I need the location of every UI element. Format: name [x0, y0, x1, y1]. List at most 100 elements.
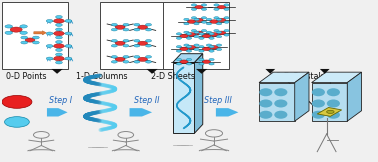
Circle shape [201, 29, 207, 32]
Circle shape [54, 56, 64, 61]
Circle shape [214, 21, 219, 23]
Circle shape [201, 21, 207, 23]
Circle shape [199, 50, 204, 52]
Circle shape [56, 49, 62, 52]
Circle shape [194, 35, 199, 38]
Circle shape [56, 23, 62, 26]
Circle shape [2, 95, 32, 108]
Circle shape [191, 4, 197, 6]
Circle shape [186, 33, 192, 35]
Circle shape [201, 4, 207, 6]
Circle shape [224, 17, 229, 19]
Circle shape [54, 44, 64, 48]
Circle shape [217, 48, 222, 51]
Circle shape [194, 31, 199, 33]
Circle shape [54, 19, 64, 23]
Circle shape [202, 47, 211, 51]
Bar [163, 2, 229, 69]
Ellipse shape [259, 99, 273, 108]
Circle shape [184, 48, 189, 51]
Polygon shape [259, 72, 309, 83]
Circle shape [191, 34, 197, 36]
Circle shape [191, 21, 197, 23]
Circle shape [209, 63, 214, 65]
Circle shape [201, 17, 207, 19]
Circle shape [199, 63, 204, 65]
Circle shape [146, 45, 152, 47]
Circle shape [201, 34, 207, 36]
Circle shape [46, 45, 53, 47]
Text: 1-D Columns: 1-D Columns [76, 72, 127, 81]
Circle shape [186, 50, 192, 52]
Circle shape [191, 17, 197, 19]
Circle shape [187, 20, 195, 23]
Circle shape [184, 23, 189, 25]
Circle shape [123, 61, 129, 63]
Ellipse shape [259, 111, 273, 119]
Circle shape [56, 28, 62, 31]
Circle shape [195, 5, 203, 9]
Circle shape [194, 48, 199, 51]
Circle shape [123, 45, 129, 47]
Circle shape [214, 17, 219, 19]
Circle shape [180, 60, 188, 64]
Circle shape [134, 23, 140, 26]
Circle shape [201, 8, 207, 10]
Circle shape [214, 34, 219, 36]
Circle shape [214, 29, 219, 32]
Circle shape [214, 8, 219, 10]
Circle shape [186, 37, 192, 39]
Ellipse shape [274, 88, 287, 96]
Circle shape [217, 31, 222, 33]
Circle shape [20, 25, 27, 28]
Circle shape [134, 61, 140, 63]
Circle shape [186, 58, 192, 61]
Circle shape [56, 40, 62, 43]
Circle shape [206, 18, 212, 21]
Circle shape [138, 57, 147, 61]
Ellipse shape [327, 99, 340, 108]
Circle shape [123, 23, 129, 26]
Polygon shape [196, 69, 207, 74]
Circle shape [209, 50, 214, 52]
Circle shape [146, 56, 152, 58]
Circle shape [138, 41, 147, 45]
Circle shape [21, 36, 28, 39]
Circle shape [115, 25, 125, 29]
Circle shape [111, 40, 117, 42]
Text: 3-D Crystals: 3-D Crystals [276, 72, 325, 81]
Polygon shape [146, 69, 158, 74]
Polygon shape [173, 54, 203, 63]
Circle shape [176, 46, 181, 48]
Circle shape [224, 34, 229, 36]
Circle shape [111, 28, 117, 31]
Circle shape [210, 33, 218, 36]
Circle shape [199, 58, 204, 61]
Polygon shape [259, 83, 295, 121]
Circle shape [194, 18, 199, 21]
Circle shape [186, 46, 192, 48]
Circle shape [5, 31, 12, 34]
Polygon shape [311, 83, 347, 121]
Circle shape [65, 57, 72, 60]
Circle shape [180, 34, 188, 38]
Circle shape [184, 18, 189, 21]
Polygon shape [173, 63, 195, 133]
Circle shape [20, 31, 27, 34]
Circle shape [65, 32, 72, 35]
Circle shape [195, 31, 203, 35]
Circle shape [191, 8, 197, 10]
Circle shape [65, 45, 72, 47]
Circle shape [209, 58, 214, 61]
Circle shape [134, 45, 140, 47]
Circle shape [206, 44, 212, 46]
Circle shape [217, 5, 226, 9]
Polygon shape [130, 108, 152, 116]
Circle shape [224, 29, 229, 32]
Circle shape [33, 41, 39, 44]
Circle shape [134, 56, 140, 58]
Circle shape [195, 18, 203, 22]
Circle shape [206, 48, 212, 51]
Circle shape [327, 110, 334, 113]
Polygon shape [295, 72, 309, 121]
